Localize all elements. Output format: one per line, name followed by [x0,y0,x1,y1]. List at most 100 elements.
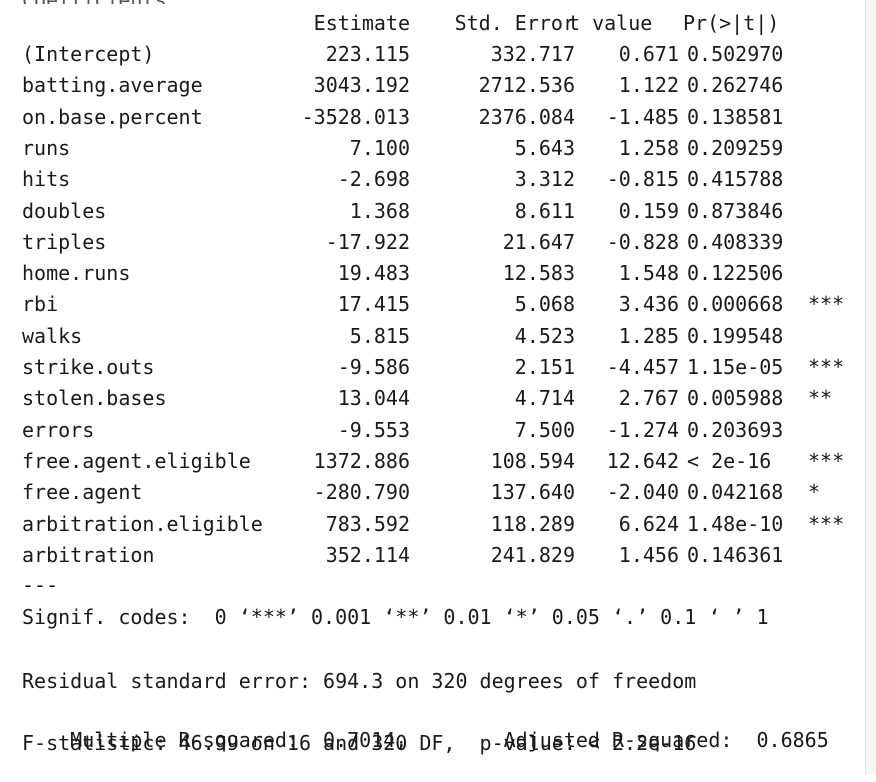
coefficient-term: free.agent [22,480,143,505]
coefficient-p-value: 0.199548 [687,323,784,348]
coefficient-p-value: 0.138581 [687,104,784,129]
header-std-error: Std. Error [454,11,575,35]
coefficient-signif: *** [808,511,845,536]
r-squared-text: Multiple R-squared: 0.7014, Adjusted R-s… [70,728,841,752]
coefficient-std-error: 21.647 [502,229,575,254]
coefficient-estimate: 783.592 [325,511,410,536]
coefficient-p-value: < 2e-16 [687,448,772,473]
coefficient-std-error: 4.523 [514,323,575,348]
coefficient-t-value: -2.040 [606,480,679,505]
coefficient-estimate: 13.044 [337,386,410,411]
residual-standard-error-line: Residual standard error: 694.3 on 320 de… [22,669,697,693]
coefficient-t-value: 12.642 [606,448,679,473]
coefficient-p-value: 0.209259 [687,135,784,160]
coefficient-term: errors [22,417,95,442]
coefficient-t-value: -0.815 [606,167,679,192]
coefficients-header-row: Estimate Std. Error t value Pr(>|t|) [22,9,780,37]
coefficient-term: strike.outs [22,355,155,379]
coefficient-std-error: 5.643 [514,135,575,160]
coefficient-term: doubles [22,198,107,223]
coefficient-t-value: 1.285 [618,323,679,348]
coefficient-std-error: 2.151 [514,355,575,379]
coefficient-std-error: 12.583 [502,261,575,286]
coefficient-t-value: 1.456 [618,542,679,567]
coefficient-estimate: 3043.192 [313,73,410,98]
coefficient-term: batting.average [22,73,203,98]
coefficient-estimate: 19.483 [337,261,410,286]
clipped-coefficients-heading: Coefficients: [22,0,179,4]
console-scrollbar-track[interactable] [865,0,876,774]
coefficient-p-value: 0.005988 [687,386,784,411]
coefficient-p-value: 0.873846 [687,198,784,223]
header-t-value: t value [568,11,653,35]
coefficient-t-value: 0.159 [618,198,679,223]
coefficient-t-value: -4.457 [606,355,679,379]
r-squared-line: Multiple R-squared: 0.7014, Adjusted R-s… [22,698,841,752]
coefficient-p-value: 0.146361 [687,542,784,567]
r-console-output: Coefficients: Estimate Std. Error t valu… [22,0,845,755]
coefficient-t-value: 3.436 [618,292,679,317]
coefficient-p-value: 0.203693 [687,417,784,442]
coefficient-t-value: 0.671 [618,42,679,66]
coefficient-estimate: 223.115 [325,42,410,66]
f-statistic-line: F-statistic: 46.99 on 16 and 320 DF, p-v… [22,731,697,755]
coefficient-t-value: 2.767 [618,386,679,411]
coefficient-std-error: 3.312 [514,167,575,192]
coefficient-t-value: 1.122 [618,73,679,98]
coefficient-std-error: 5.068 [514,292,575,317]
coefficient-estimate: -9.586 [337,355,410,379]
header-estimate: Estimate [313,11,410,35]
coefficient-term: (Intercept) [22,42,155,66]
coefficient-estimate: -17.922 [325,229,410,254]
coefficient-term: stolen.bases [22,386,167,411]
coefficient-t-value: -0.828 [606,229,679,254]
coefficient-signif: *** [808,448,845,473]
coefficient-p-value: 0.502970 [687,42,784,66]
coefficient-term: triples [22,229,107,254]
coefficient-estimate: -2.698 [337,167,410,192]
coefficient-term: walks [22,323,83,348]
coefficient-estimate: 1372.886 [313,448,410,473]
coefficient-std-error: 137.640 [490,480,575,505]
coefficient-estimate: -280.790 [313,480,410,505]
coefficient-term: arbitration [22,542,155,567]
coefficient-t-value: 1.258 [618,135,679,160]
coefficient-std-error: 8.611 [514,198,575,223]
coefficient-estimate: 7.100 [349,135,410,160]
coefficient-signif: ** [808,386,833,411]
header-p-value: Pr(>|t|) [683,11,780,35]
coefficient-term: arbitration.eligible [22,511,263,536]
coefficient-term: runs [22,135,71,160]
coefficient-estimate: 352.114 [325,542,410,567]
coefficient-std-error: 2376.084 [478,104,575,129]
signif-codes-line: Signif. codes: 0 ‘***’ 0.001 ‘**’ 0.01 ‘… [22,605,769,629]
coefficient-std-error: 332.717 [490,42,575,66]
coefficient-term: on.base.percent [22,104,203,129]
coefficient-p-value: 0.408339 [687,229,784,254]
coefficient-p-value: 1.48e-10 [687,511,784,536]
coefficient-p-value: 0.122506 [687,261,784,286]
coefficient-std-error: 108.594 [490,448,575,473]
coefficient-t-value: -1.485 [606,104,679,129]
coefficient-estimate: -3528.013 [301,104,410,129]
coefficient-estimate: -9.553 [337,417,410,442]
coefficient-t-value: 1.548 [618,261,679,286]
coefficient-t-value: 6.624 [618,511,679,536]
coefficient-p-value: 1.15e-05 [687,355,784,379]
coefficient-std-error: 118.289 [490,511,575,536]
coefficient-estimate: 5.815 [349,323,410,348]
coefficient-signif: *** [808,355,845,379]
coefficient-term: home.runs [22,261,131,286]
separator-line: --- [22,573,59,597]
coefficient-p-value: 0.415788 [687,167,784,192]
coefficient-std-error: 4.714 [514,386,575,411]
coefficient-estimate: 17.415 [337,292,410,317]
coefficient-std-error: 241.829 [490,542,575,567]
coefficient-p-value: 0.262746 [687,73,784,98]
coefficient-term: rbi [22,292,59,317]
coefficient-term: free.agent.eligible [22,448,251,473]
coefficient-term: hits [22,167,71,192]
coefficient-std-error: 2712.536 [478,73,575,98]
coefficient-signif: *** [808,292,845,317]
coefficient-estimate: 1.368 [349,198,410,223]
